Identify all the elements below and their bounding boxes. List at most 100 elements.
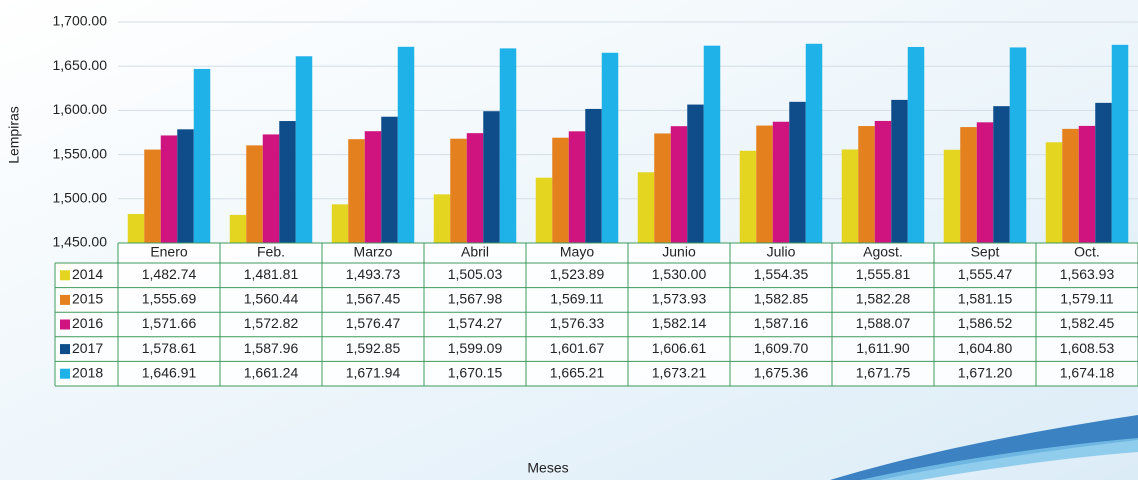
table-cell: 1,569.11 <box>550 291 604 307</box>
y-tick-label: 1,450.00 <box>53 234 108 250</box>
table-cell: 1,555.47 <box>958 266 1013 282</box>
bar <box>483 111 500 243</box>
table-cell: 1,555.81 <box>856 266 911 282</box>
table-cell: 1,578.61 <box>142 340 197 356</box>
bar <box>535 177 553 243</box>
table-cell: 1,582.28 <box>856 291 911 307</box>
bar <box>295 56 313 243</box>
table-cell: 1,671.20 <box>958 364 1013 380</box>
bar <box>907 46 925 244</box>
table-cell: 1,599.09 <box>448 340 503 356</box>
x-tick-label: Agost. <box>863 244 903 260</box>
legend-swatch <box>60 344 70 355</box>
table-cell: 1,572.82 <box>244 315 299 331</box>
table-cell: 1,560.44 <box>244 291 299 307</box>
bar <box>703 45 721 244</box>
table-cell: 1,482.74 <box>142 266 197 282</box>
table-cell: 1,571.66 <box>142 315 197 331</box>
bar <box>433 194 451 243</box>
bar <box>499 48 517 243</box>
bar <box>772 121 790 243</box>
bar <box>874 120 892 243</box>
table-cell: 1,579.11 <box>1060 291 1114 307</box>
y-tick-label: 1,600.00 <box>53 101 108 117</box>
table-cell: 1,673.21 <box>652 364 707 380</box>
table-cell: 1,611.90 <box>856 340 910 356</box>
table-cell: 1,576.47 <box>346 315 401 331</box>
legend-swatch <box>60 319 70 330</box>
bar <box>466 133 484 243</box>
x-tick-label: Julio <box>767 244 796 260</box>
bar <box>450 138 467 243</box>
bar <box>585 108 602 243</box>
bar <box>1078 125 1096 243</box>
y-tick-label: 1,650.00 <box>53 57 108 73</box>
bar <box>331 204 349 243</box>
bar <box>891 99 908 243</box>
bar <box>841 149 859 243</box>
table-cell: 1,554.35 <box>754 266 809 282</box>
bar <box>670 126 688 243</box>
legend-swatch <box>60 270 70 281</box>
table-cell: 1,567.98 <box>448 291 503 307</box>
y-tick-label: 1,500.00 <box>53 190 108 206</box>
table-cell: 1,609.70 <box>754 340 809 356</box>
bar <box>601 52 619 243</box>
bar <box>654 133 671 243</box>
table-cell: 1,592.85 <box>346 340 401 356</box>
bar <box>756 125 773 243</box>
bar <box>960 127 977 243</box>
y-tick-label: 1,550.00 <box>53 145 108 161</box>
bar <box>637 172 655 243</box>
legend-label: 2016 <box>72 315 103 331</box>
table-cell: 1,587.16 <box>754 315 809 331</box>
bar <box>144 149 161 243</box>
decoration <box>830 415 1138 480</box>
bar <box>993 106 1010 243</box>
bar <box>1009 47 1027 243</box>
bar <box>805 43 823 243</box>
bar <box>739 150 757 243</box>
table-cell: 1,582.14 <box>652 315 707 331</box>
bar <box>364 131 382 243</box>
bar <box>858 126 875 243</box>
bar <box>262 134 280 243</box>
table-cell: 1,576.33 <box>550 315 605 331</box>
legend-label: 2017 <box>72 340 103 356</box>
x-tick-label: Oct. <box>1074 244 1100 260</box>
legend-label: 2018 <box>72 364 103 380</box>
bar <box>1111 44 1129 244</box>
bar <box>381 116 398 243</box>
table-cell: 1,573.93 <box>652 291 707 307</box>
x-axis-label: Meses <box>527 460 568 476</box>
bar <box>160 135 178 243</box>
table-cell: 1,555.69 <box>142 291 197 307</box>
table-cell: 1,582.45 <box>1060 315 1115 331</box>
table-cell: 1,505.03 <box>448 266 503 282</box>
table-cell: 1,670.15 <box>448 364 503 380</box>
table-cell: 1,493.73 <box>346 266 401 282</box>
x-tick-label: Mayo <box>560 244 594 260</box>
table-cell: 1,608.53 <box>1060 340 1115 356</box>
x-tick-label: Feb. <box>257 244 285 260</box>
table-cell: 1,671.94 <box>346 364 401 380</box>
table-cell: 1,481.81 <box>244 266 299 282</box>
bar <box>568 131 586 243</box>
x-tick-label: Junio <box>662 244 696 260</box>
table-cell: 1,604.80 <box>958 340 1013 356</box>
bar <box>976 122 994 243</box>
table-cell: 1,587.96 <box>244 340 299 356</box>
bar <box>1062 128 1079 243</box>
x-tick-label: Marzo <box>354 244 393 260</box>
table-cell: 1,601.67 <box>550 340 605 356</box>
table-cell: 1,582.85 <box>754 291 809 307</box>
table-cell: 1,523.89 <box>550 266 605 282</box>
table-cell: 1,588.07 <box>856 315 911 331</box>
table-cell: 1,606.61 <box>652 340 707 356</box>
bar <box>127 214 145 243</box>
legend-label: 2015 <box>72 291 103 307</box>
table-cell: 1,665.21 <box>550 364 605 380</box>
bar <box>943 149 961 243</box>
table-cell: 1,586.52 <box>958 315 1013 331</box>
bar <box>348 139 365 243</box>
